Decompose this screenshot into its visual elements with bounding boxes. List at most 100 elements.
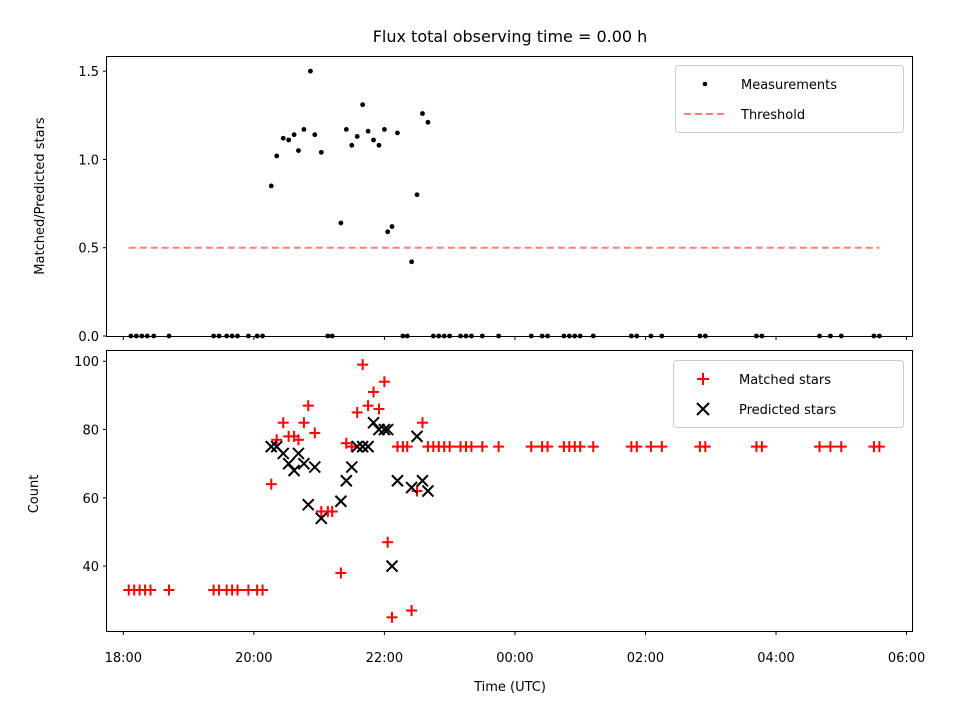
legend-threshold: Threshold [740,108,805,123]
matched-star-point [277,417,289,429]
matched-star-point [357,359,369,371]
matched-star-point [265,478,277,490]
measurement-point [395,130,400,136]
y-tick-label: 0.0 [78,330,99,345]
x-tick-label: 04:00 [757,651,794,666]
top-panel: Flux total observing time = 0.00 h 0.00.… [33,27,913,345]
x-tick-label: 20:00 [235,651,272,666]
measurement-point [354,134,360,139]
predicted-star-point [361,440,375,453]
predicted-legend-marker [696,402,710,416]
measurement-point [381,126,387,132]
measurement-point [291,132,297,138]
matched-star-point [335,567,347,579]
chart-title: Flux total observing time = 0.00 h [373,27,648,46]
measurement-point [301,126,307,132]
matched-star-point [362,400,374,412]
predicted-star-point [391,474,404,487]
matched-star-point [824,441,836,453]
measurement-point [312,132,318,138]
matched-star-point [416,417,428,429]
x-tick-label: 02:00 [627,651,664,666]
legend-matched-stars: Matched stars [739,373,831,388]
predicted-star-point [277,447,290,460]
matched-star-point [873,441,885,453]
matched-star-point [835,441,847,453]
matched-star-point [574,441,586,453]
bottom-x-ticks: 18:00 20:00 22:00 00:00 02:00 04:00 06:00 [105,631,925,666]
bottom-axes-frame [106,350,913,632]
matched-star-point [145,584,157,596]
predicted-star-point [292,447,305,460]
y-tick-label: 1.0 [78,153,99,168]
bottom-legend: Matched stars Predicted stars [673,360,904,428]
top-y-ticks: 0.0 0.5 1.0 1.5 [78,65,107,345]
matched-star-point [351,406,363,418]
matched-star-points [123,359,885,623]
measurement-point [274,153,280,159]
top-legend: Measurements Threshold [675,65,904,133]
predicted-star-point [385,559,399,573]
x-tick-label: 18:00 [105,651,142,666]
predicted-star-point [334,495,348,508]
bottom-x-axis-label: Time (UTC) [473,680,546,695]
top-axes-frame [106,56,913,337]
matched-star-point [298,417,310,429]
measurement-point [268,183,274,189]
predicted-star-point [315,512,328,525]
predicted-star-points [265,416,435,573]
matched-star-point [814,441,826,453]
matched-star-point [699,441,711,453]
matched-star-point [163,584,175,596]
measurement-point [286,137,292,143]
predicted-star-point [265,440,278,453]
measurement-point [308,68,313,74]
y-tick-label: 0.5 [78,242,99,257]
x-tick-label: 22:00 [366,651,403,666]
predicted-star-point [405,481,418,494]
measurement-point [349,142,355,148]
measurement-point [343,126,349,132]
matched-star-point [326,505,338,517]
matched-star-point [444,441,456,453]
matched-star-point [756,441,768,453]
matched-star-point [386,611,398,623]
matched-star-point [373,403,385,415]
matched-star-point [292,434,304,446]
matched-star-point [309,427,321,439]
matched-star-point [542,441,554,453]
measurement-point [338,220,344,226]
matched-star-point [493,441,505,453]
measurement-point [371,137,376,143]
predicted-star-point [381,423,394,436]
measurement-point [376,142,382,148]
y-tick-label: 1.5 [78,65,99,80]
matched-star-point [271,434,283,446]
predicted-star-point [416,474,429,487]
matched-star-point [411,485,423,497]
matched-star-point [257,584,269,596]
matched-star-point [382,536,394,548]
matched-star-point [378,376,390,388]
matched-star-point [302,400,314,412]
measurement-legend-marker [702,81,708,87]
measurement-point [414,192,420,198]
measurement-point [420,111,425,116]
predicted-star-point [350,440,364,453]
predicted-star-point [340,474,353,487]
matched-star-point [346,441,358,453]
bottom-panel: 40 60 80 100 18:00 20:00 22:00 00:00 02:00 04:00… [27,350,925,695]
y-tick-label: 40 [82,560,99,575]
matched-star-point [401,441,413,453]
predicted-star-point [421,484,435,498]
legend-predicted-stars: Predicted stars [739,403,836,418]
matched-star-point [525,441,537,453]
measurement-point [385,229,391,235]
measurement-point [425,119,431,125]
matched-star-point [476,441,488,453]
bottom-y-ticks: 40 60 80 100 [74,355,107,575]
predicted-star-point [378,423,391,436]
matched-star-point [232,584,244,596]
matched-star-point [631,441,643,453]
